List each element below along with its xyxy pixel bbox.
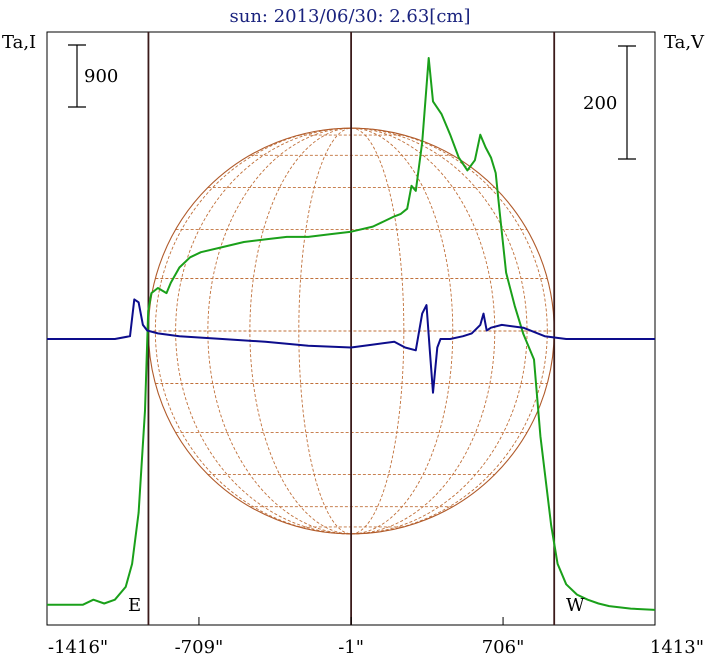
series-ta-v-line bbox=[47, 298, 655, 394]
disk-longitude-line bbox=[154, 127, 548, 535]
vertical-markers bbox=[147, 32, 556, 625]
left-axis-label: Ta,I bbox=[2, 32, 36, 53]
x-tick-label: 1413" bbox=[650, 637, 704, 658]
limb-west-label: W bbox=[566, 595, 585, 616]
x-tick-label: -709" bbox=[175, 637, 224, 658]
x-tick-label: -1416" bbox=[48, 637, 108, 658]
limb-east-label: E bbox=[128, 595, 141, 616]
scale-bar-left-label: 900 bbox=[84, 66, 118, 87]
x-tick-label: -1" bbox=[338, 637, 364, 658]
right-axis-label: Ta,V bbox=[664, 32, 705, 53]
disk-longitude-line bbox=[298, 127, 405, 535]
series-layer bbox=[47, 57, 656, 611]
x-axis-ticks: -1416" -709" -1" 706" 1413" bbox=[46, 617, 704, 658]
series-ta-i-line bbox=[47, 57, 656, 611]
scale-bar-right-label: 200 bbox=[583, 93, 617, 114]
chart-title: sun: 2013/06/30: 2.63[cm] bbox=[229, 6, 470, 27]
x-tick-label: 706" bbox=[482, 637, 525, 658]
